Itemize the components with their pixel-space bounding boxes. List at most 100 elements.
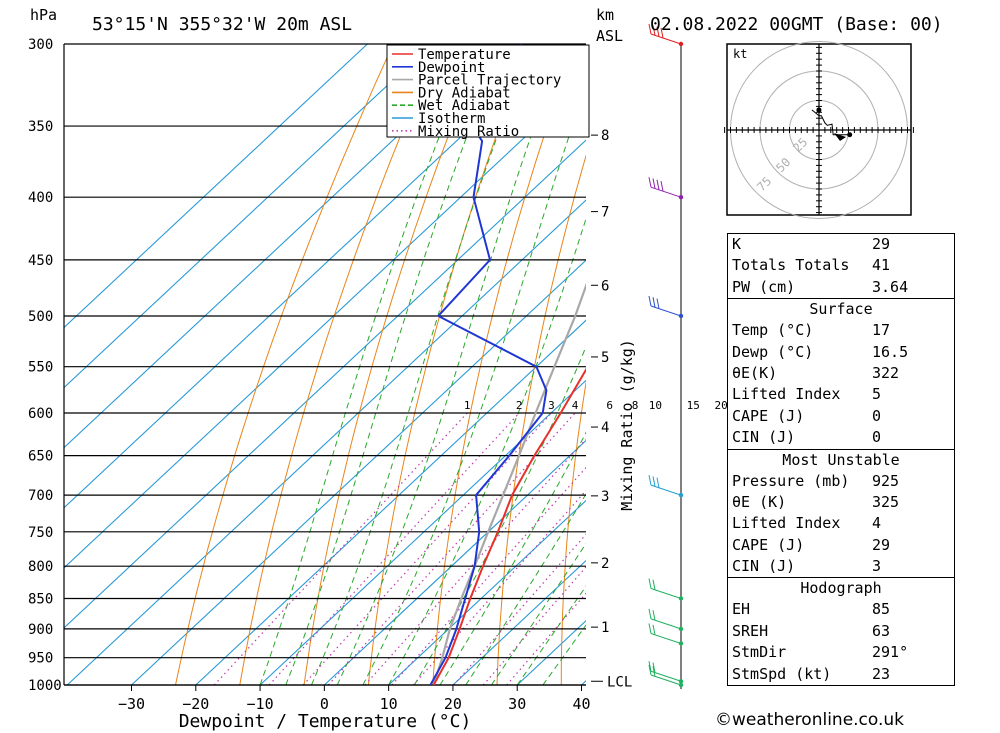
wind-barb-feather — [652, 297, 656, 308]
wind-barb-feather — [648, 608, 652, 620]
isotherm-line — [64, 139, 586, 629]
index-row: Totals Totals 41 — [728, 255, 954, 276]
legend-entry: Temperature — [418, 47, 511, 63]
dry-adiabat-line — [625, 44, 713, 685]
mixing-ratio-label: 2 — [516, 399, 523, 412]
index-value: 291° — [872, 643, 909, 662]
wind-barb-feather — [652, 476, 656, 487]
x-tick-label: 40 — [572, 695, 590, 713]
legend-entry: Isotherm — [418, 111, 485, 127]
wind-barb — [650, 587, 682, 599]
isotherm-line — [66, 199, 586, 685]
wet-adiabat-line — [259, 44, 477, 685]
km-unit: km — [596, 6, 614, 24]
km-tick-label: 4 — [601, 420, 609, 436]
x-tick-label: 20 — [444, 695, 462, 713]
index-label: Pressure (mb) — [732, 471, 850, 490]
index-row: CAPE (J) 29 — [728, 535, 954, 556]
pressure-label: 800 — [28, 559, 53, 575]
isotherm-line — [195, 319, 586, 685]
wind-barb-feather — [656, 26, 660, 37]
mixing-ratio-label: 8 — [632, 399, 639, 412]
km-tick-label: 6 — [601, 278, 609, 294]
pressure-label: 300 — [28, 37, 53, 53]
mixing-ratio-label: 10 — [649, 399, 662, 412]
surface-title: Surface — [809, 300, 873, 319]
index-label: θE(K) — [732, 363, 778, 382]
x-tick-label: 0 — [320, 695, 329, 713]
wind-barb-feather — [652, 25, 656, 36]
credit-text[interactable]: ©weatheronline.co.uk — [715, 710, 905, 730]
index-label: K — [732, 235, 742, 253]
index-row: StmDir 291° — [728, 642, 954, 663]
index-label: CIN (J) — [732, 428, 796, 447]
wind-barb-feather — [648, 177, 652, 188]
pressure-label: 450 — [28, 253, 53, 269]
index-label: EH — [732, 600, 751, 619]
most-unstable-title: Most Unstable — [782, 450, 900, 469]
wind-barb-feather — [648, 661, 652, 672]
index-row: Lifted Index 4 — [728, 513, 954, 534]
isotherm-line — [64, 44, 497, 449]
legend-entry: Parcel Trajectory — [418, 73, 561, 89]
index-value: 925 — [872, 471, 900, 490]
index-value: 322 — [872, 363, 900, 382]
mixing-ratio-label: 4 — [572, 399, 579, 412]
datetime-title: 02.08.2022 00GMT (Base: 00) — [650, 14, 943, 35]
wind-barb-feather — [652, 610, 656, 621]
index-label: StmSpd (kt) — [732, 664, 832, 683]
isotherm-line — [388, 499, 586, 685]
mixing-ratio-line — [364, 438, 586, 685]
index-row: Temp (°C) 17 — [728, 320, 954, 341]
isotherm-line — [131, 259, 586, 685]
index-row: Lifted Index 5 — [728, 384, 954, 405]
x-tick-label: 10 — [380, 695, 398, 713]
index-value: 16.5 — [872, 342, 909, 361]
x-tick-label: 30 — [508, 695, 526, 713]
hodograph-point — [847, 132, 853, 138]
pressure-label: 900 — [28, 622, 53, 638]
surface-section: Surface Temp (°C) 17 Dewp (°C) 16.5 θE(K) 322… — [728, 298, 954, 448]
wind-barb-feather — [652, 666, 656, 677]
km-tick-label: 3 — [601, 489, 609, 505]
wind-barb-feather — [648, 578, 652, 589]
hodograph-trace — [811, 109, 850, 136]
wind-barb-feather — [652, 178, 656, 189]
wind-barb-feather — [648, 23, 652, 35]
km-tick-label: 7 — [601, 205, 609, 221]
index-row: Pressure (mb) 925 — [728, 471, 954, 492]
index-row: Dewp (°C) 16.5 — [728, 342, 954, 363]
km-tick-label: 8 — [601, 128, 609, 144]
wind-barb-feather — [652, 662, 656, 673]
km-tick-label: 2 — [601, 556, 609, 572]
isotherm-line — [64, 44, 433, 389]
wet-adiabat-line — [516, 585, 586, 685]
basic-indices: K 29 Totals Totals 41 PW (cm) 3.64 — [728, 234, 954, 298]
index-value: 3 — [872, 557, 882, 576]
index-label: Dewp (°C) — [732, 342, 814, 361]
most-unstable-section: Most Unstable Pressure (mb) 925 θE (K) 325 L… — [728, 448, 954, 578]
index-label: CAPE (J) — [732, 406, 805, 425]
wind-barb — [650, 33, 682, 45]
index-value: 0 — [872, 406, 882, 425]
pressure-label: 650 — [28, 449, 53, 465]
index-label: SREH — [732, 621, 769, 640]
x-tick-label: −10 — [247, 695, 274, 713]
wind-barb-feather — [648, 475, 652, 486]
km-tick-label: 1 — [601, 620, 609, 636]
index-row: StmSpd (kt) 23 — [728, 664, 954, 685]
index-value: 41 — [872, 256, 891, 275]
isotherm-line — [64, 44, 561, 509]
index-label: Totals Totals — [732, 256, 850, 275]
index-value: 325 — [872, 492, 900, 511]
wind-barb-feather — [656, 477, 660, 488]
legend-entry: Wet Adiabat — [418, 98, 511, 114]
index-label: Lifted Index — [732, 514, 841, 533]
indices-panel: K 29 Totals Totals 41 PW (cm) 3.64 Surface Te… — [727, 233, 955, 687]
dewpoint-profile — [429, 44, 548, 685]
wind-barb — [650, 670, 682, 682]
pressure-label: 400 — [28, 190, 53, 206]
index-value: 5 — [872, 385, 882, 404]
